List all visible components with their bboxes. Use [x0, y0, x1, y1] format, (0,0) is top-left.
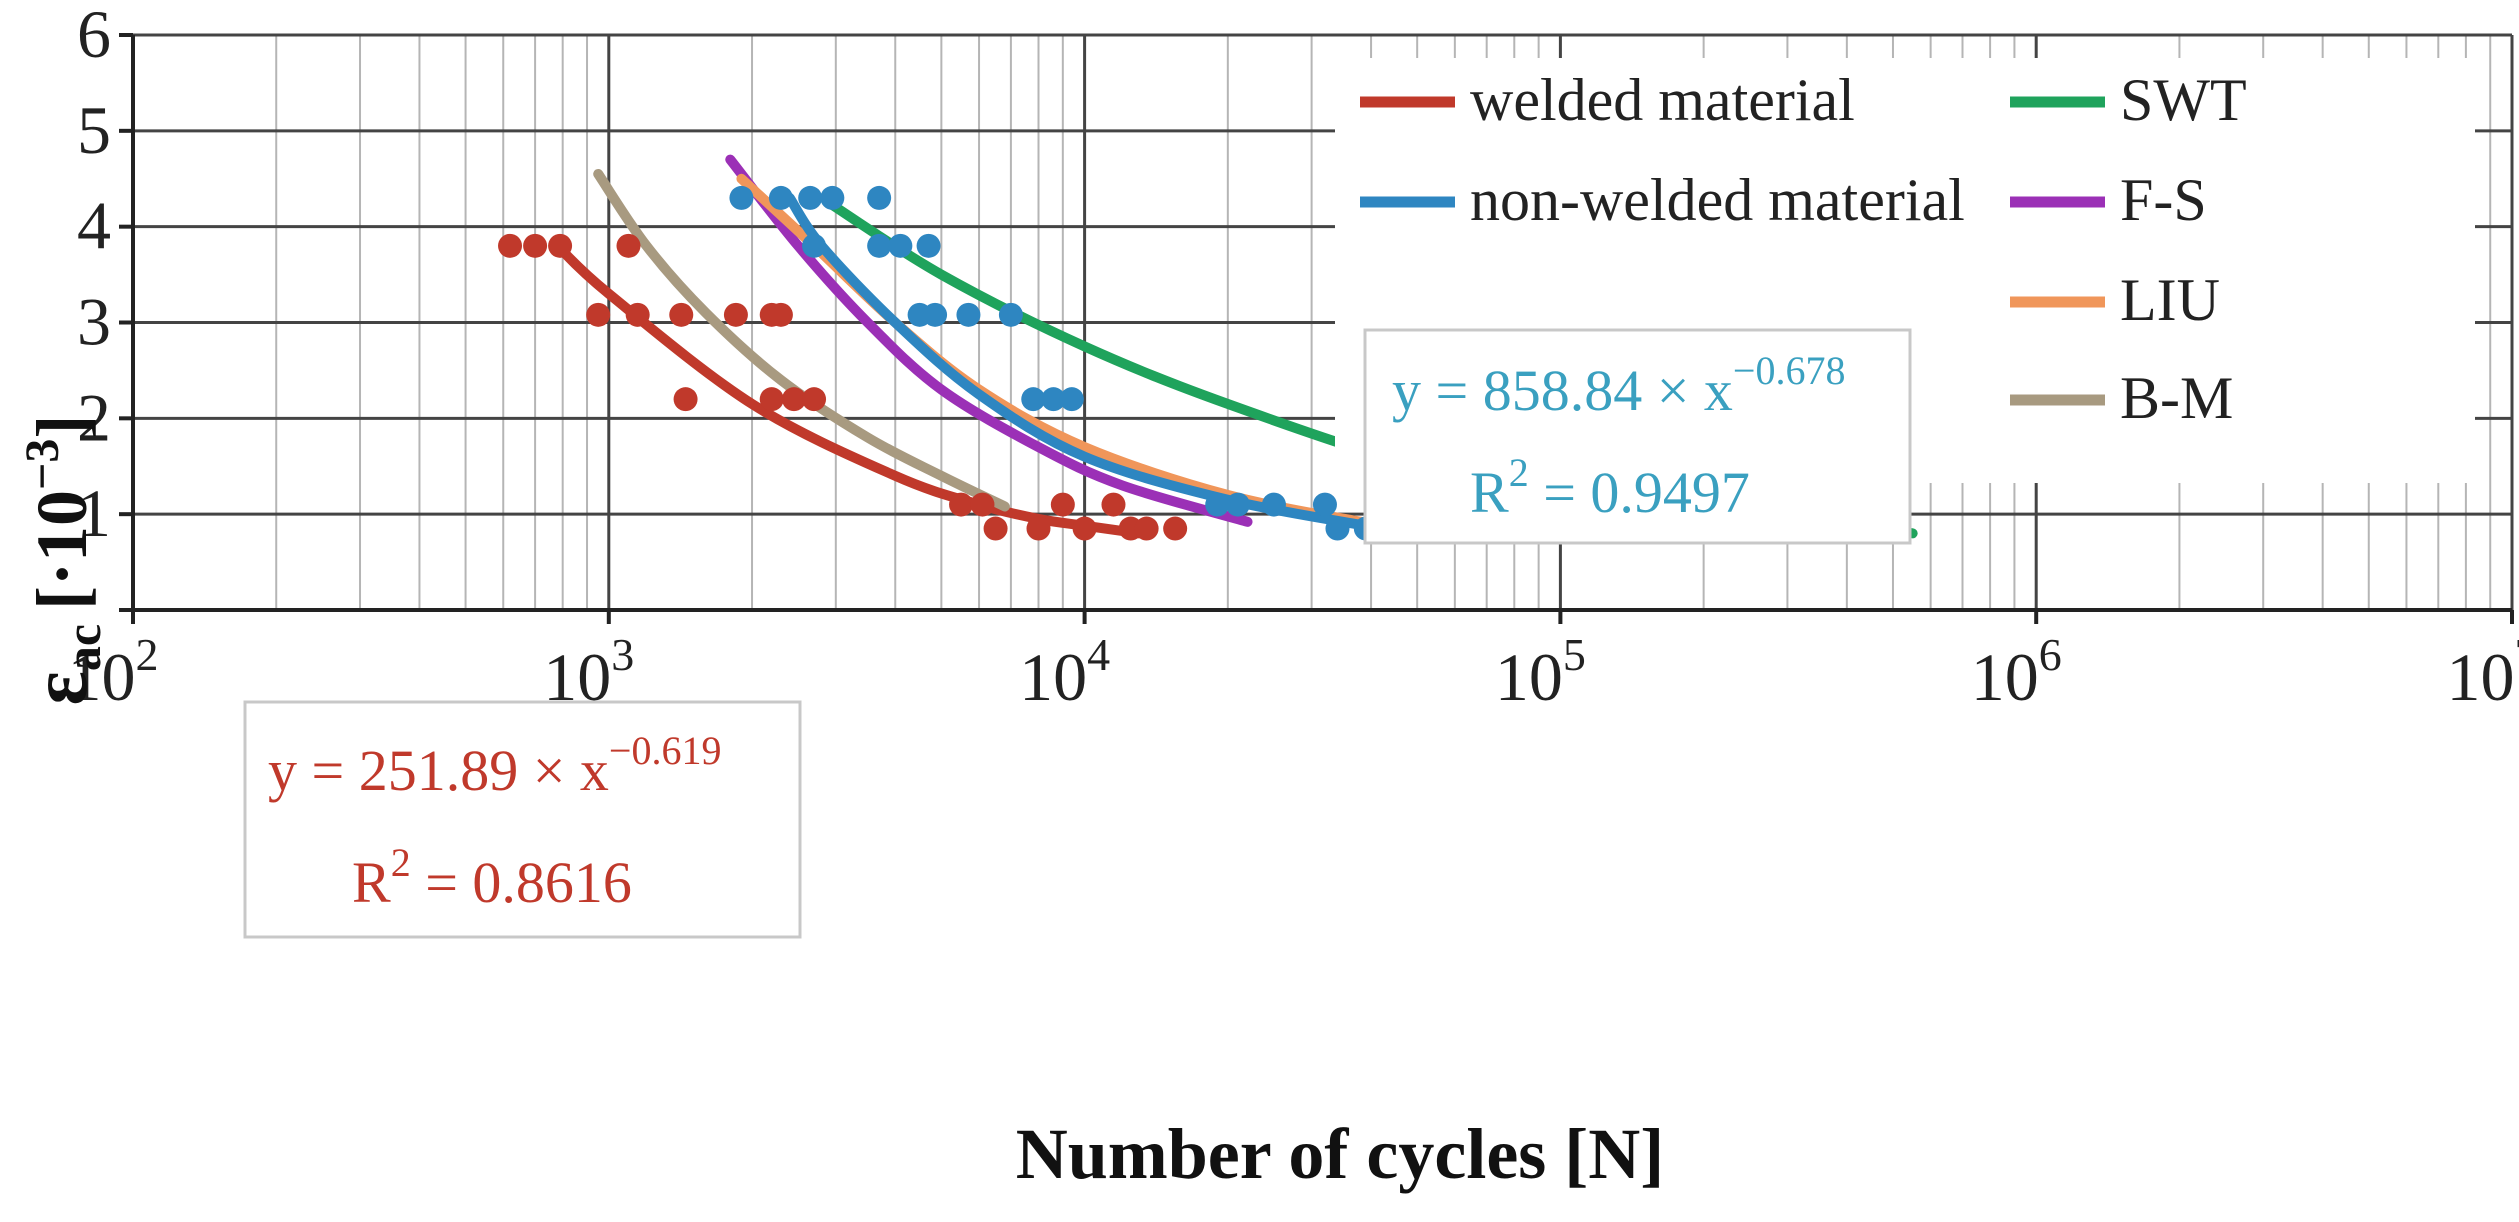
data-point-welded — [724, 303, 748, 327]
legend-label-swt: SWT — [2120, 67, 2247, 133]
data-point-welded — [498, 234, 522, 258]
y-tick-label: 3 — [77, 284, 111, 360]
data-point-welded — [970, 493, 994, 517]
data-point-welded — [1135, 517, 1159, 541]
legend-label-f-s: F-S — [2120, 167, 2207, 233]
x-axis-label: Number of cycles [N] — [1016, 1114, 1665, 1194]
data-point-welded — [616, 234, 640, 258]
data-point-non-welded — [1226, 493, 1250, 517]
data-point-non-welded — [820, 186, 844, 210]
data-point-welded — [949, 493, 973, 517]
legend-label-b-m: B-M — [2120, 365, 2233, 431]
y-tick-label: 5 — [77, 92, 111, 168]
x-tick-label: 107 — [2447, 629, 2519, 715]
data-point-non-welded — [888, 234, 912, 258]
data-point-non-welded — [769, 186, 793, 210]
data-point-welded — [669, 303, 693, 327]
y-tick-label: 4 — [77, 188, 111, 264]
legend-label-welded-material: welded material — [1470, 67, 1855, 133]
data-point-non-welded — [798, 186, 822, 210]
equation-box-non-welded: y = 858.84 × x−0.678 R2 = 0.9497 — [1365, 330, 1910, 543]
data-point-non-welded — [729, 186, 753, 210]
data-point-non-welded — [1325, 517, 1349, 541]
equation-box-welded: y = 251.89 × x−0.619 R2 = 0.8616 — [245, 702, 800, 937]
data-point-welded — [1163, 517, 1187, 541]
data-point-non-welded — [956, 303, 980, 327]
data-point-welded — [1051, 493, 1075, 517]
data-point-non-welded — [1060, 387, 1084, 411]
data-point-welded — [626, 303, 650, 327]
data-point-non-welded — [923, 303, 947, 327]
data-point-welded — [1026, 517, 1050, 541]
data-point-non-welded — [999, 303, 1023, 327]
data-point-welded — [760, 387, 784, 411]
y-tick-label: 6 — [77, 0, 111, 72]
data-point-non-welded — [867, 186, 891, 210]
data-point-welded — [548, 234, 572, 258]
data-point-welded — [586, 303, 610, 327]
data-point-non-welded — [1205, 493, 1229, 517]
data-point-welded — [769, 303, 793, 327]
data-point-non-welded — [867, 234, 891, 258]
legend-label-non-welded-material: non-welded material — [1470, 167, 1965, 233]
data-point-non-welded — [802, 234, 826, 258]
data-point-non-welded — [1313, 493, 1337, 517]
legend-label-liu: LIU — [2120, 267, 2220, 333]
data-point-welded — [802, 387, 826, 411]
data-point-welded — [674, 387, 698, 411]
data-point-non-welded — [917, 234, 941, 258]
data-point-welded — [1101, 493, 1125, 517]
data-point-welded — [523, 234, 547, 258]
data-point-non-welded — [1262, 493, 1286, 517]
data-point-welded — [1073, 517, 1097, 541]
data-point-welded — [984, 517, 1008, 541]
